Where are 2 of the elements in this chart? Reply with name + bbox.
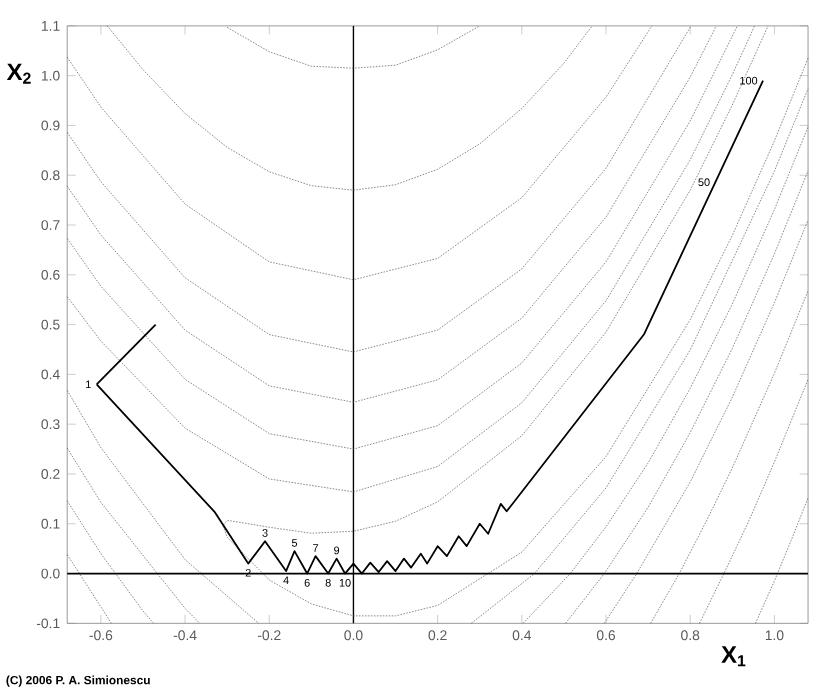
y-axis-title: X$_{2}$ [6,64,31,85]
x-axis-title: X$_{1}$ [721,646,746,667]
